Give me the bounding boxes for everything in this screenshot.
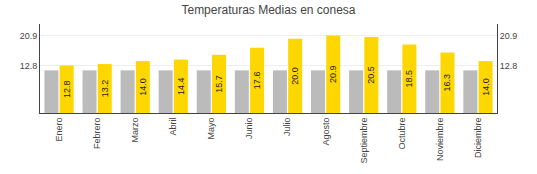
svg-text:13.2: 13.2 — [100, 80, 110, 98]
svg-text:Junio: Junio — [244, 118, 254, 140]
svg-text:Octubre: Octubre — [397, 118, 407, 150]
svg-text:Diciembre: Diciembre — [473, 118, 483, 159]
svg-text:Mayo: Mayo — [206, 118, 216, 140]
svg-text:20.5: 20.5 — [366, 66, 376, 84]
svg-text:Noviembre: Noviembre — [435, 118, 445, 162]
svg-text:17.6: 17.6 — [252, 72, 262, 90]
svg-text:16.3: 16.3 — [442, 74, 452, 92]
svg-text:12.8: 12.8 — [500, 61, 518, 71]
svg-text:Septiembre: Septiembre — [359, 118, 369, 164]
svg-text:18.5: 18.5 — [404, 70, 414, 88]
svg-text:14.0: 14.0 — [138, 78, 148, 96]
svg-text:20.0: 20.0 — [290, 67, 300, 85]
svg-text:12.8: 12.8 — [62, 80, 72, 98]
svg-text:Agosto: Agosto — [321, 118, 331, 146]
svg-text:14.0: 14.0 — [481, 78, 491, 96]
svg-text:Temperaturas Medias en conesa: Temperaturas Medias en conesa — [181, 3, 355, 17]
svg-text:Abril: Abril — [168, 118, 178, 136]
svg-text:Enero: Enero — [54, 118, 64, 142]
svg-text:14.4: 14.4 — [176, 78, 186, 96]
svg-text:20.9: 20.9 — [328, 65, 338, 83]
svg-text:12.8: 12.8 — [20, 61, 38, 71]
svg-text:Marzo: Marzo — [130, 118, 140, 143]
svg-text:20.9: 20.9 — [500, 31, 518, 41]
svg-text:20.9: 20.9 — [20, 31, 38, 41]
svg-text:Julio: Julio — [282, 118, 292, 137]
svg-text:15.7: 15.7 — [214, 75, 224, 93]
svg-text:Febrero: Febrero — [92, 118, 102, 150]
